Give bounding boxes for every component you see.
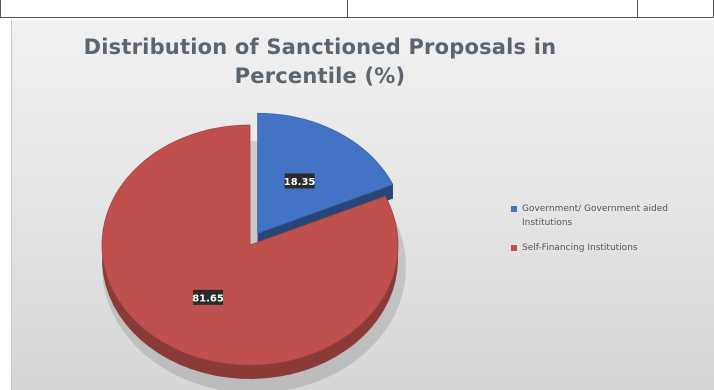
legend-label: Self-Financing Institutions bbox=[522, 243, 638, 253]
chart-legend: Government/ Government aided Institution… bbox=[508, 202, 714, 266]
legend-label: Government/ Government aided Institution… bbox=[522, 204, 668, 228]
pie-slice bbox=[101, 124, 399, 366]
legend-item: Government/ Government aided Institution… bbox=[508, 202, 714, 230]
data-label: 18.35 bbox=[284, 177, 316, 188]
chart-title-line-1: Distribution of Sanctioned Proposals in bbox=[83, 35, 557, 59]
chart-title-line-2: Percentile (%) bbox=[234, 64, 406, 88]
table-border-left bbox=[0, 0, 1, 18]
data-label-box bbox=[193, 289, 224, 305]
table-divider bbox=[637, 0, 638, 18]
legend-item: Self-Financing Institutions bbox=[508, 241, 714, 255]
data-label: 81.65 bbox=[192, 293, 224, 304]
pie-slice bbox=[257, 112, 394, 234]
table-divider bbox=[347, 0, 348, 18]
data-label-box bbox=[284, 173, 315, 189]
legend-swatch bbox=[511, 245, 517, 251]
legend-swatch bbox=[511, 206, 517, 212]
